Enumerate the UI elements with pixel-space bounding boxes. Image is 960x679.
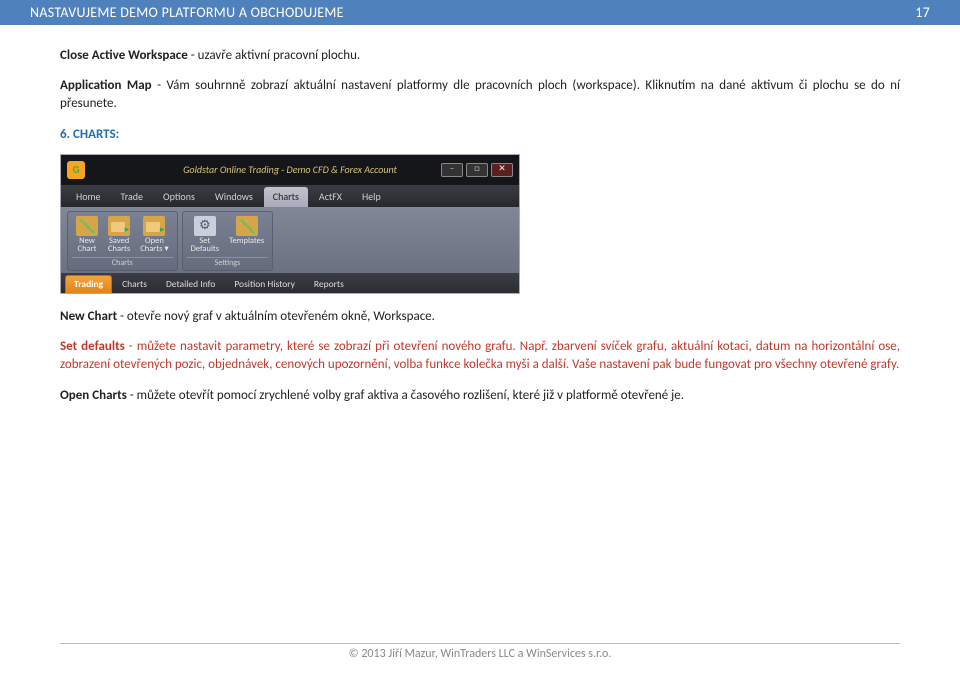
ribbon-group-name: Settings xyxy=(187,257,269,269)
term: New Chart xyxy=(60,309,117,324)
ribbon-btn-label: New Chart xyxy=(78,237,97,254)
ribbon-group-buttons: Set Defaults Templates xyxy=(187,214,269,256)
trading-app-window: G Goldstar Online Trading - Demo CFD & F… xyxy=(60,154,520,294)
section-heading-charts: 6. CHARTS: xyxy=(60,126,900,144)
menu-item-trade[interactable]: Trade xyxy=(111,187,152,207)
desc: - uzavře aktivní pracovní plochu. xyxy=(188,48,360,63)
page-number: 17 xyxy=(915,4,930,21)
ribbon-btn-label: Open Charts ▾ xyxy=(140,237,168,254)
window-titlebar: G Goldstar Online Trading - Demo CFD & F… xyxy=(61,155,519,185)
chart-icon xyxy=(236,216,258,236)
window-title: Goldstar Online Trading - Demo CFD & For… xyxy=(61,163,519,177)
ribbon-group-charts: New Chart Saved Charts Open Charts ▾ Chart… xyxy=(67,211,178,271)
ribbon-group-buttons: New Chart Saved Charts Open Charts ▾ xyxy=(72,214,173,256)
paragraph-app-map: Application Map - Vám souhrnně zobrazí a… xyxy=(60,77,900,113)
menu-item-windows[interactable]: Windows xyxy=(206,187,262,207)
page-footer: © 2013 Jiří Mazur, WinTraders LLC a WinS… xyxy=(0,643,960,661)
ribbon-btn-templates[interactable]: Templates xyxy=(225,214,268,256)
tab-position-history[interactable]: Position History xyxy=(225,275,304,293)
term: Close Active Workspace xyxy=(60,48,188,63)
paragraph-set-defaults: Set defaults - můžete nastavit parametry… xyxy=(60,338,900,374)
menu-item-charts[interactable]: Charts xyxy=(264,187,308,207)
menu-item-help[interactable]: Help xyxy=(353,187,390,207)
menu-item-actfx[interactable]: ActFX xyxy=(310,187,351,207)
ribbon-toolbar: New Chart Saved Charts Open Charts ▾ Chart… xyxy=(61,207,519,273)
gear-icon xyxy=(194,216,216,236)
page-content: Close Active Workspace - uzavře aktivní … xyxy=(0,25,960,405)
ribbon-btn-new[interactable]: New Chart xyxy=(72,214,102,256)
app-screenshot: G Goldstar Online Trading - Demo CFD & F… xyxy=(60,154,900,294)
desc: - můžete nastavit parametry, které se zo… xyxy=(60,339,900,372)
ribbon-btn-saved[interactable]: Saved Charts xyxy=(104,214,134,256)
tab-trading[interactable]: Trading xyxy=(65,275,112,293)
tab-reports[interactable]: Reports xyxy=(305,275,353,293)
ribbon-group-name: Charts xyxy=(72,257,173,269)
paragraph-new-chart: New Chart - otevře nový graf v aktuálním… xyxy=(60,308,900,326)
menu-item-options[interactable]: Options xyxy=(154,187,204,207)
ribbon-btn-set[interactable]: Set Defaults xyxy=(187,214,223,256)
desc: - otevře nový graf v aktuálním otevřeném… xyxy=(117,309,435,324)
header-title: NASTAVUJEME DEMO PLATFORMU A OBCHODUJEME xyxy=(30,4,344,21)
copyright: © 2013 Jiří Mazur, WinTraders LLC a WinS… xyxy=(349,647,612,661)
term: Application Map xyxy=(60,78,152,93)
menu-bar: HomeTradeOptionsWindowsChartsActFXHelp xyxy=(61,185,519,207)
term: Set defaults xyxy=(60,339,125,354)
chart-icon xyxy=(76,216,98,236)
ribbon-btn-label: Set Defaults xyxy=(191,237,219,254)
page-header: NASTAVUJEME DEMO PLATFORMU A OBCHODUJEME… xyxy=(0,0,960,25)
bottom-tabstrip: TradingChartsDetailed InfoPosition Histo… xyxy=(61,273,519,293)
desc: - můžete otevřít pomocí zrychlené volby … xyxy=(127,388,684,403)
tab-detailed-info[interactable]: Detailed Info xyxy=(157,275,224,293)
desc: - Vám souhrnně zobrazí aktuální nastaven… xyxy=(60,78,900,111)
paragraph-open-charts: Open Charts - můžete otevřít pomocí zryc… xyxy=(60,387,900,405)
menu-item-home[interactable]: Home xyxy=(67,187,109,207)
tab-charts[interactable]: Charts xyxy=(113,275,156,293)
ribbon-group-settings: Set Defaults Templates Settings xyxy=(182,211,274,271)
footer-divider xyxy=(60,643,900,644)
open-icon xyxy=(108,216,130,236)
ribbon-btn-label: Templates xyxy=(229,237,264,246)
ribbon-btn-open[interactable]: Open Charts ▾ xyxy=(136,214,172,256)
open-icon xyxy=(143,216,165,236)
term: Open Charts xyxy=(60,388,127,403)
paragraph-close-workspace: Close Active Workspace - uzavře aktivní … xyxy=(60,47,900,65)
ribbon-btn-label: Saved Charts xyxy=(108,237,130,254)
